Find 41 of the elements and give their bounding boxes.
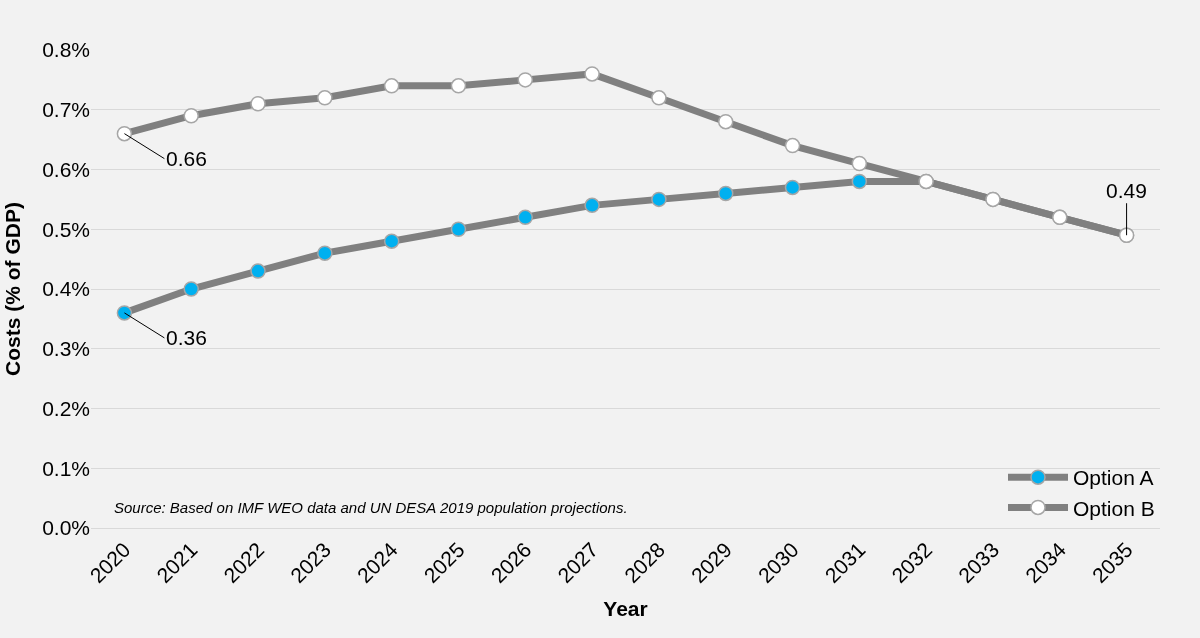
y-tick-label: 0.2% — [42, 396, 90, 420]
point — [717, 113, 734, 130]
y-tick-label: 0.8% — [42, 38, 90, 62]
annotation: 0.49 — [1106, 179, 1147, 202]
y-tick-label: 0.0% — [42, 516, 90, 540]
y-tick-label: 0.3% — [42, 337, 90, 361]
point — [517, 72, 534, 88]
annotation: Source: Based on IMF WEO data and UN DESA 2019 population projections. — [114, 499, 628, 516]
point — [851, 173, 868, 190]
legend-label: Option A — [1073, 466, 1154, 490]
x-axis-title: Year — [603, 597, 648, 621]
y-tick-label: 0.4% — [42, 277, 90, 301]
y-tick-label: 0.1% — [42, 456, 90, 480]
point — [250, 263, 266, 279]
point — [517, 209, 534, 226]
point — [584, 197, 600, 214]
point — [784, 179, 801, 196]
y-tick-label: 0.5% — [42, 217, 90, 241]
point — [784, 137, 801, 154]
annotation: 0.36 — [166, 326, 207, 349]
y-tick-label: 0.7% — [42, 98, 90, 122]
point — [450, 221, 467, 237]
y-tick-label: 0.6% — [42, 157, 90, 181]
annotation: 0.66 — [166, 147, 207, 170]
point — [250, 96, 266, 112]
point — [317, 90, 333, 106]
point — [317, 245, 333, 261]
y-axis-title: Costs (% of GDP) — [1, 202, 25, 376]
point — [651, 90, 667, 106]
point — [651, 191, 667, 208]
point — [183, 281, 199, 297]
point — [717, 185, 734, 202]
point — [851, 155, 868, 172]
point — [116, 305, 133, 321]
point — [383, 233, 400, 249]
point — [584, 66, 600, 82]
point — [183, 107, 199, 124]
point — [383, 78, 400, 94]
legend-label: Option B — [1073, 496, 1155, 520]
point — [116, 125, 133, 142]
point — [450, 78, 467, 94]
